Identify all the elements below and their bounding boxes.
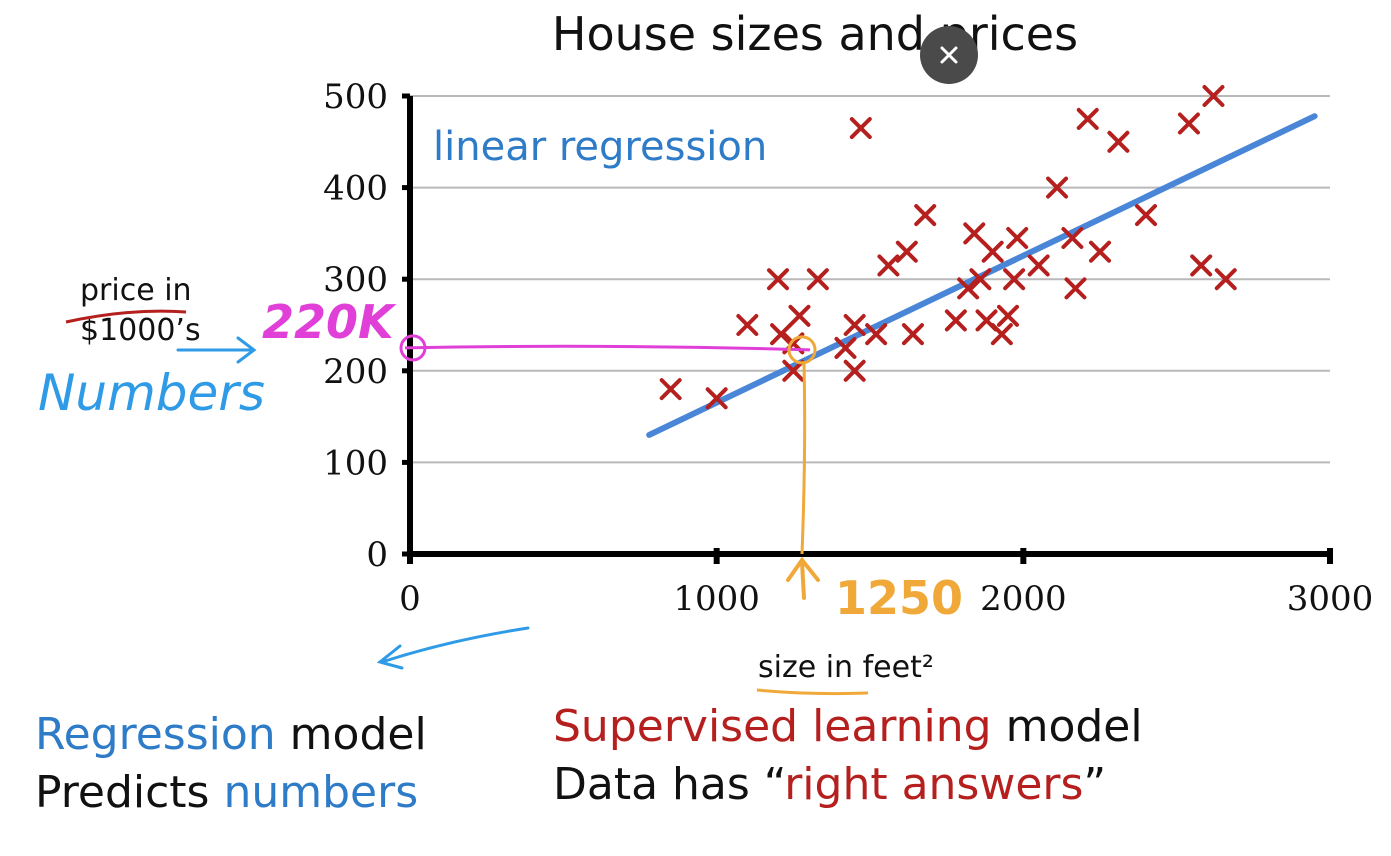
orange-readout-line: [800, 363, 807, 555]
data-point-15: [895, 240, 918, 263]
y-tick-label-200: 200: [323, 352, 388, 392]
data-point-33: [1089, 240, 1111, 263]
data-point-12: [849, 117, 872, 140]
caption-model-a: model: [275, 709, 427, 760]
data-point-11: [843, 314, 866, 336]
orange-readout-circle: [787, 335, 817, 365]
y-readout-label: 220K: [262, 295, 397, 349]
caption-right-line2: Data has “right answers”: [553, 758, 1106, 812]
x-tick-label-1000: 1000: [673, 579, 760, 619]
caption-left-line2: Predicts numbers: [35, 766, 418, 820]
readout-annotations: 220K 1250: [262, 295, 963, 625]
y-axis-label-line1: price in: [80, 273, 192, 308]
y-axis-label-group: price in $1000’s: [65, 273, 257, 364]
caption-regression: Regression: [35, 709, 276, 760]
pink-readout-line: [404, 344, 811, 352]
close-icon: [940, 46, 958, 64]
pink-readout-circle: [399, 334, 427, 362]
data-point-1: [705, 387, 728, 410]
caption-right-answers: right answers: [784, 759, 1084, 810]
data-point-4: [770, 323, 793, 346]
data-point-29: [1046, 176, 1069, 199]
caption-predicts: Predicts: [35, 767, 224, 818]
data-point-5: [782, 359, 805, 382]
data-point-8: [806, 268, 829, 291]
orange-arrow: [786, 556, 820, 600]
blue-arrow-to-axis: [176, 336, 257, 364]
x-axis-label: size in feet²: [758, 650, 934, 685]
data-point-18: [944, 309, 967, 332]
data-point-19: [957, 277, 980, 300]
data-point-24: [990, 323, 1013, 346]
data-points: [659, 85, 1237, 410]
x-tick-label-3000: 3000: [1287, 579, 1374, 619]
data-point-25: [997, 304, 1019, 327]
y-tick-label-500: 500: [323, 77, 388, 117]
data-point-3: [767, 268, 789, 291]
data-point-2: [736, 314, 759, 336]
data-point-27: [1006, 226, 1029, 249]
caption-data-has: Data has “: [553, 759, 785, 810]
y-tick-label-300: 300: [323, 260, 388, 300]
data-point-10: [843, 359, 866, 382]
y-tick-label-0: 0: [366, 535, 388, 575]
data-point-17: [914, 204, 937, 227]
x-label-underline-mark: [756, 688, 869, 696]
data-point-31: [1064, 277, 1087, 300]
gridlines: [410, 95, 1330, 464]
scatter-chart: House sizes and prices 0100200300400500 …: [38, 7, 1373, 696]
data-point-37: [1190, 254, 1213, 277]
y-axis-label: price in $1000’s: [80, 273, 201, 348]
data-point-9: [834, 336, 857, 359]
data-point-16: [901, 323, 924, 346]
close-button[interactable]: [920, 26, 978, 84]
data-point-28: [1027, 254, 1050, 277]
y-tick-label-100: 100: [323, 443, 388, 483]
blue-arrow-left: [376, 626, 530, 670]
data-point-21: [969, 268, 992, 291]
x-tick-label-0: 0: [399, 579, 421, 619]
caption-model-b: model: [991, 701, 1143, 752]
regression-line-label: linear regression: [433, 124, 767, 170]
data-point-34: [1107, 130, 1130, 153]
data-point-0: [659, 378, 682, 401]
data-point-30: [1061, 226, 1084, 249]
data-point-7: [788, 304, 811, 327]
caption-numbers: numbers: [223, 767, 419, 818]
data-point-13: [865, 323, 888, 346]
axes: [402, 93, 1333, 564]
x-tick-labels: 0 1000 2000 3000: [399, 579, 1373, 619]
data-point-20: [963, 222, 986, 245]
data-point-23: [981, 240, 1004, 263]
caption-left-line1: Regression model: [35, 708, 427, 762]
data-point-32: [1076, 107, 1099, 130]
caption-supervised-learning: Supervised learning: [553, 701, 992, 752]
y-axis-label-line2: $1000’s: [80, 313, 201, 348]
data-point-38: [1202, 85, 1225, 107]
chart-title: House sizes and prices: [552, 7, 1078, 61]
data-point-36: [1177, 112, 1200, 135]
data-point-39: [1214, 268, 1237, 291]
price-underline-mark: [65, 309, 187, 324]
y-tick-labels: 0 100 200 300 400 500: [323, 77, 388, 575]
x-readout-label: 1250: [835, 571, 963, 625]
numbers-annotation: Numbers: [38, 364, 265, 422]
caption-right-line1: Supervised learning model: [553, 700, 1143, 754]
caption-close-quote: ”: [1083, 759, 1107, 810]
x-tick-label-2000: 2000: [980, 579, 1067, 619]
data-point-26: [1003, 268, 1026, 291]
data-point-35: [1135, 204, 1157, 227]
y-tick-label-400: 400: [323, 169, 388, 209]
data-point-14: [877, 254, 900, 277]
